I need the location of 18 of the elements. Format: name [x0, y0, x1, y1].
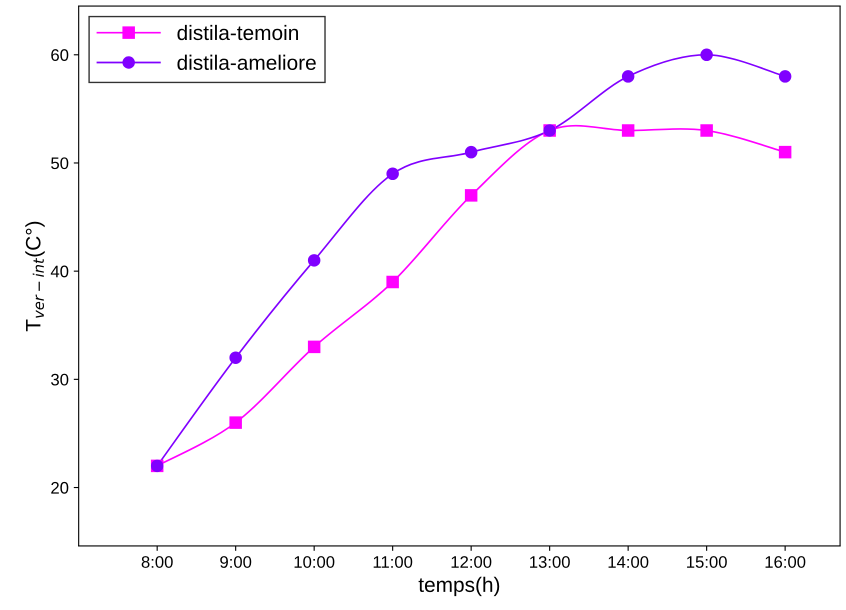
y-tick-label: 60 [51, 49, 68, 61]
x-tick-label: 11:00 [374, 556, 412, 568]
x-tick-label: 12:00 [452, 556, 492, 568]
x-tick-label: 8:00 [142, 556, 173, 568]
y-tick-label: 20 [51, 482, 68, 494]
x-tick-label: 15:00 [687, 556, 727, 568]
x-tick-label: 10:00 [294, 556, 334, 568]
x-tick-label: 13:00 [530, 556, 570, 568]
x-tick-label: 14:00 [608, 556, 648, 568]
y-tick-label: 40 [50, 266, 68, 278]
x-tick-label: 16:00 [766, 556, 806, 568]
legend-label: distila-temoin [177, 24, 298, 40]
y-axis-title: T$_{ver−int}$(C°) [25, 222, 45, 332]
y-tick-label: 30 [51, 374, 68, 386]
legend-label: distila-ameliore [177, 54, 316, 70]
x-axis-title: temps(h) [418, 576, 500, 596]
y-tick-label: 50 [51, 157, 68, 170]
x-tick-label: 9:00 [220, 556, 252, 568]
